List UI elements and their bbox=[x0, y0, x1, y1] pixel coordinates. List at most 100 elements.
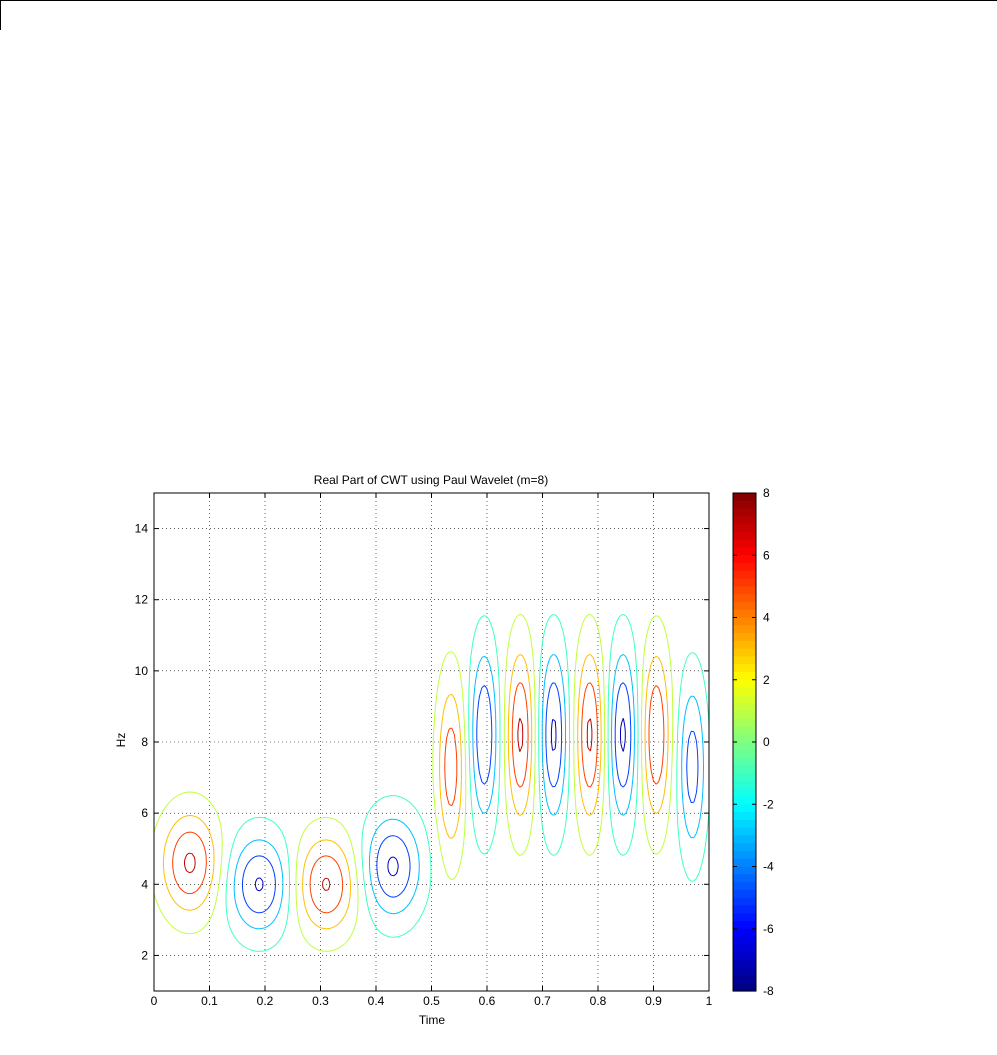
colorbar-swatch bbox=[733, 718, 756, 728]
colorbar-swatch bbox=[733, 812, 756, 821]
colorbar-swatch bbox=[733, 827, 756, 836]
x-tick-label: 0.8 bbox=[590, 994, 607, 1008]
colorbar-swatch bbox=[733, 835, 756, 844]
colorbar-swatch bbox=[733, 734, 756, 743]
colorbar-swatch bbox=[733, 920, 756, 930]
colorbar-swatch bbox=[733, 757, 756, 766]
colorbar-swatch bbox=[733, 897, 756, 907]
colorbar-swatch bbox=[733, 625, 756, 634]
colorbar-swatch bbox=[733, 695, 756, 704]
y-axis-label: Hz bbox=[114, 733, 128, 748]
colorbar-swatch bbox=[733, 648, 756, 658]
colorbar-swatch bbox=[733, 788, 756, 798]
contour-level-line bbox=[225, 613, 709, 952]
colorbar-swatch bbox=[733, 524, 756, 533]
colorbar-swatch bbox=[733, 570, 756, 580]
colorbar-swatch bbox=[733, 858, 756, 868]
page-top-rule bbox=[0, 0, 997, 1]
colorbar-tick-label: -4 bbox=[763, 860, 774, 874]
x-tick-label: 1 bbox=[706, 994, 713, 1008]
colorbar-swatch bbox=[733, 500, 756, 510]
colorbar-swatch bbox=[733, 944, 756, 953]
contour-level-line bbox=[254, 718, 626, 892]
colorbar-tick-label: 2 bbox=[763, 673, 770, 687]
colorbar-swatch bbox=[733, 749, 756, 759]
colorbar-swatch bbox=[733, 936, 756, 945]
colorbar-tick-label: 4 bbox=[763, 611, 770, 625]
colorbar: -8 -6 -4 -2 0 2 4 6 8 bbox=[732, 486, 774, 998]
x-tick-label: 0 bbox=[151, 994, 158, 1008]
y-tick-label: 8 bbox=[141, 735, 148, 749]
colorbar-swatch bbox=[733, 516, 756, 525]
colorbar-tick-label: -8 bbox=[763, 984, 774, 998]
colorbar-swatch bbox=[733, 703, 756, 712]
colorbar-swatch bbox=[733, 493, 756, 502]
contour-level-line bbox=[154, 613, 674, 952]
colorbar-tick-label: -6 bbox=[763, 922, 774, 936]
colorbar-swatch bbox=[733, 983, 756, 992]
colorbar-swatch bbox=[733, 563, 756, 572]
x-tick-label: 0.7 bbox=[534, 994, 551, 1008]
colorbar-swatch bbox=[733, 780, 756, 790]
x-tick-label: 0.2 bbox=[257, 994, 274, 1008]
colorbar-swatch bbox=[733, 866, 756, 875]
colorbar-swatch bbox=[733, 928, 756, 938]
x-tick-label: 0.1 bbox=[201, 994, 218, 1008]
colorbar-swatch bbox=[733, 882, 756, 891]
contour-level-line bbox=[184, 717, 593, 891]
contour-level-line bbox=[241, 682, 699, 914]
colorbar-swatch bbox=[733, 742, 756, 751]
colorbar-swatch bbox=[733, 555, 756, 564]
x-tick-label: 0.4 bbox=[368, 994, 385, 1008]
colorbar-swatch bbox=[733, 687, 756, 696]
colorbar-swatch bbox=[733, 905, 756, 914]
colorbar-swatch bbox=[733, 664, 756, 673]
x-axis-label: Time bbox=[419, 1013, 446, 1027]
colorbar-swatch bbox=[733, 975, 756, 984]
y-tick-label: 4 bbox=[141, 877, 148, 891]
colorbar-swatch bbox=[733, 656, 756, 665]
colorbar-swatch bbox=[733, 796, 756, 805]
colorbar-swatch bbox=[733, 671, 756, 681]
colorbar-swatch bbox=[733, 804, 756, 813]
colorbar-swatch bbox=[733, 640, 756, 650]
y-tick-label: 10 bbox=[135, 664, 149, 678]
x-tick-label: 0.6 bbox=[479, 994, 496, 1008]
x-tick-label: 0.5 bbox=[423, 994, 440, 1008]
colorbar-swatch bbox=[733, 850, 756, 860]
colorbar-swatch bbox=[733, 539, 756, 549]
colorbar-swatch bbox=[733, 633, 756, 642]
colorbar-swatch bbox=[733, 726, 756, 735]
page-left-rule bbox=[0, 0, 1, 30]
colorbar-swatch bbox=[733, 609, 756, 619]
colorbar-swatch bbox=[733, 952, 756, 961]
colorbar-tick-label: 8 bbox=[763, 486, 770, 500]
colorbar-tick-label: 6 bbox=[763, 548, 770, 562]
contour-lines bbox=[154, 613, 709, 952]
y-tick-label: 12 bbox=[135, 593, 149, 607]
colorbar-swatch bbox=[733, 843, 756, 852]
colorbar-swatch bbox=[733, 819, 756, 829]
colorbar-tick-label: -2 bbox=[763, 797, 774, 811]
contour-level-line bbox=[172, 682, 665, 914]
colorbar-swatch bbox=[733, 710, 756, 720]
colorbar-swatch bbox=[733, 773, 756, 782]
y-tick-label: 2 bbox=[141, 948, 148, 962]
colorbar-swatch bbox=[733, 959, 756, 969]
colorbar-swatch bbox=[733, 913, 756, 922]
colorbar-swatch bbox=[733, 531, 756, 541]
colorbar-swatch bbox=[733, 508, 756, 517]
colorbar-swatch bbox=[733, 617, 756, 626]
x-tick-label: 0.9 bbox=[645, 994, 662, 1008]
y-tick-label: 6 bbox=[141, 806, 148, 820]
colorbar-swatch bbox=[733, 594, 756, 603]
colorbar-swatch bbox=[733, 967, 756, 977]
colorbar-swatch bbox=[733, 547, 756, 556]
colorbar-swatch bbox=[733, 889, 756, 899]
colorbar-swatch bbox=[733, 765, 756, 774]
colorbar-tick-label: 0 bbox=[763, 735, 770, 749]
x-tick-label: 0.3 bbox=[312, 994, 329, 1008]
colorbar-swatch bbox=[733, 601, 756, 611]
